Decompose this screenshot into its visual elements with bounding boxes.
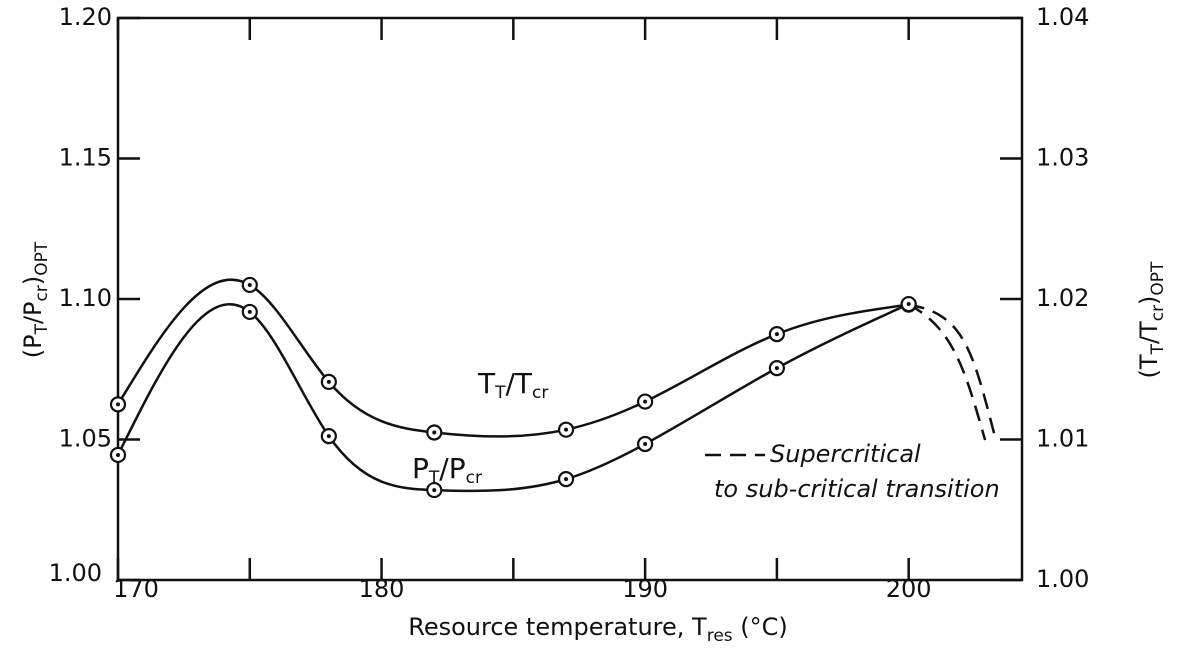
point-dot (247, 282, 252, 287)
y-axis-label-part: cr (32, 285, 52, 301)
series-label-part: T (428, 468, 440, 488)
y-axis-label-part: T (32, 323, 52, 335)
y-tick-label: 1.10 (59, 284, 112, 312)
y-axis-label-part: (P (19, 334, 47, 358)
y2-tick-label: 1.03 (1036, 144, 1089, 172)
y-tick-label: 1.00 (49, 559, 102, 587)
point-dot (326, 434, 331, 439)
y2-tick-label: 1.01 (1036, 425, 1089, 453)
x-axis-label: Resource temperature, Tres (°C) (408, 613, 788, 646)
y2-tick-label: 1.04 (1036, 3, 1089, 31)
point-dot (116, 452, 120, 457)
point-dot (247, 309, 252, 314)
series-label-part: /T (506, 367, 533, 400)
y-axis-label-part: OPT (32, 241, 52, 276)
y2-axis-label-part: ) (1135, 296, 1163, 305)
point-dot (564, 477, 569, 482)
point-dot (116, 402, 120, 407)
x-tick-label: 190 (622, 575, 668, 603)
y-tick-label: 1.05 (59, 425, 112, 453)
point-dot (326, 379, 331, 384)
legend-text: to sub-critical transition (714, 475, 1000, 503)
y-axis-label-part: ) (19, 276, 47, 285)
point-dot (564, 427, 569, 432)
series-label: PT/Pcr (412, 452, 482, 488)
x-axis-label-part: Resource temperature, T (408, 613, 707, 641)
y-axis-label-part: /P (19, 301, 47, 324)
y-tick-label: 1.20 (59, 3, 112, 31)
x-tick-label: 200 (886, 575, 932, 603)
series-label-part: cr (466, 468, 482, 488)
point-dot (774, 366, 779, 371)
transition-line (908, 302, 987, 441)
y2-axis-label-part: T (1148, 343, 1168, 355)
series-line (116, 278, 909, 438)
y2-axis-label-part: /T (1135, 321, 1163, 344)
y2-axis-label: (TT/Tcr)OPT (1135, 261, 1168, 379)
y-tick-label: 1.15 (59, 144, 112, 172)
y2-axis-label-part: (T (1135, 354, 1163, 378)
y-axis-label: (PT/Pcr)OPT (19, 241, 52, 358)
point-dot (643, 441, 648, 446)
series-label-part: T (494, 383, 506, 403)
x-tick-label: 180 (359, 575, 405, 603)
y2-tick-label: 1.02 (1036, 284, 1089, 312)
x-axis-label-part: (°C) (733, 613, 788, 641)
series-label-part: T (477, 367, 496, 400)
series-label-part: cr (532, 383, 548, 403)
series-label: TT/Tcr (477, 367, 548, 403)
y2-tick-label: 1.00 (1036, 565, 1089, 593)
point-dot (643, 399, 648, 404)
point-dot (906, 302, 911, 307)
transition-line (908, 303, 997, 440)
legend-text: Supercritical (770, 440, 921, 468)
x-axis-label-part: res (707, 626, 733, 646)
y2-axis-label-part: cr (1148, 305, 1168, 321)
series-label-part: P (412, 452, 429, 485)
point-dot (432, 430, 437, 435)
point-dot (432, 488, 437, 493)
series-label-part: /P (439, 452, 465, 485)
y2-axis-label-part: OPT (1148, 261, 1168, 296)
point-dot (774, 332, 779, 337)
